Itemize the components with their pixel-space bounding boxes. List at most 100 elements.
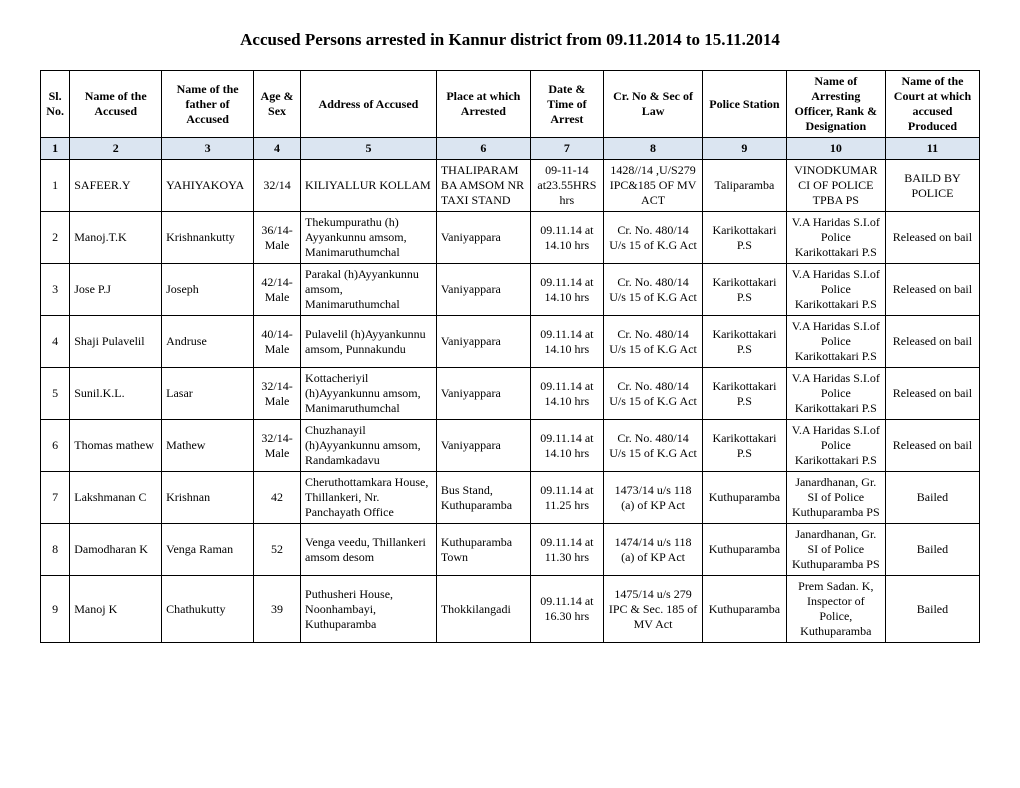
cell-date: 09.11.14 at 14.10 hrs: [530, 420, 603, 472]
cell-date: 09.11.14 at 16.30 hrs: [530, 576, 603, 643]
cell-place: Vaniyappara: [436, 420, 530, 472]
numcell: 2: [70, 138, 162, 160]
numcell: 5: [301, 138, 437, 160]
cell-accused: SAFEER.Y: [70, 160, 162, 212]
cell-crno: Cr. No. 480/14 U/s 15 of K.G Act: [603, 420, 702, 472]
cell-officer: Janardhanan, Gr. SI of Police Kuthuparam…: [786, 524, 885, 576]
cell-father: Chathukutty: [162, 576, 254, 643]
cell-slno: 3: [41, 264, 70, 316]
cell-father: Krishnan: [162, 472, 254, 524]
table-row: 7Lakshmanan CKrishnan42Cheruthottamkara …: [41, 472, 980, 524]
header-row: Sl. No. Name of the Accused Name of the …: [41, 71, 980, 138]
cell-court: Bailed: [885, 524, 979, 576]
cell-father: Lasar: [162, 368, 254, 420]
cell-date: 09.11.14 at 14.10 hrs: [530, 316, 603, 368]
cell-slno: 1: [41, 160, 70, 212]
cell-officer: VINODKUMAR CI OF POLICE TPBA PS: [786, 160, 885, 212]
cell-date: 09.11.14 at 14.10 hrs: [530, 264, 603, 316]
cell-station: Karikottakari P.S: [703, 420, 787, 472]
cell-date: 09.11.14 at 14.10 hrs: [530, 212, 603, 264]
table-row: 4Shaji PulavelilAndruse40/14-MalePulavel…: [41, 316, 980, 368]
cell-accused: Thomas mathew: [70, 420, 162, 472]
cell-place: Vaniyappara: [436, 316, 530, 368]
cell-slno: 4: [41, 316, 70, 368]
cell-officer: V.A Haridas S.I.of Police Karikottakari …: [786, 212, 885, 264]
cell-age: 40/14-Male: [254, 316, 301, 368]
cell-age: 52: [254, 524, 301, 576]
cell-accused: Damodharan K: [70, 524, 162, 576]
cell-age: 42/14-Male: [254, 264, 301, 316]
number-row: 1 2 3 4 5 6 7 8 9 10 11: [41, 138, 980, 160]
cell-age: 32/14-Male: [254, 368, 301, 420]
cell-slno: 9: [41, 576, 70, 643]
table-row: 8Damodharan KVenga Raman52Venga veedu, T…: [41, 524, 980, 576]
cell-age: 36/14-Male: [254, 212, 301, 264]
numcell: 1: [41, 138, 70, 160]
col-age: Age & Sex: [254, 71, 301, 138]
cell-station: Taliparamba: [703, 160, 787, 212]
cell-station: Karikottakari P.S: [703, 368, 787, 420]
cell-address: KILIYALLUR KOLLAM: [301, 160, 437, 212]
cell-father: Krishnankutty: [162, 212, 254, 264]
cell-court: Bailed: [885, 576, 979, 643]
table-row: 5Sunil.K.L.Lasar32/14-MaleKottacheriyil …: [41, 368, 980, 420]
cell-father: Joseph: [162, 264, 254, 316]
cell-age: 32/14: [254, 160, 301, 212]
col-court: Name of the Court at which accused Produ…: [885, 71, 979, 138]
cell-place: Vaniyappara: [436, 368, 530, 420]
cell-place: THALIPARAMBA AMSOM NR TAXI STAND: [436, 160, 530, 212]
numcell: 7: [530, 138, 603, 160]
cell-station: Karikottakari P.S: [703, 264, 787, 316]
page-title: Accused Persons arrested in Kannur distr…: [40, 30, 980, 50]
cell-crno: 1474/14 u/s 118 (a) of KP Act: [603, 524, 702, 576]
numcell: 10: [786, 138, 885, 160]
col-father: Name of the father of Accused: [162, 71, 254, 138]
cell-court: Bailed: [885, 472, 979, 524]
table-row: 2Manoj.T.KKrishnankutty36/14-MaleThekump…: [41, 212, 980, 264]
cell-court: BAILD BY POLICE: [885, 160, 979, 212]
cell-crno: Cr. No. 480/14 U/s 15 of K.G Act: [603, 316, 702, 368]
cell-place: Bus Stand, Kuthuparamba: [436, 472, 530, 524]
cell-place: Thokkilangadi: [436, 576, 530, 643]
cell-accused: Lakshmanan C: [70, 472, 162, 524]
numcell: 6: [436, 138, 530, 160]
table-row: 9Manoj KChathukutty39Puthusheri House, N…: [41, 576, 980, 643]
cell-court: Released on bail: [885, 212, 979, 264]
col-place: Place at which Arrested: [436, 71, 530, 138]
cell-crno: Cr. No. 480/14 U/s 15 of K.G Act: [603, 264, 702, 316]
numcell: 4: [254, 138, 301, 160]
cell-slno: 6: [41, 420, 70, 472]
cell-officer: Prem Sadan. K, Inspector of Police, Kuth…: [786, 576, 885, 643]
cell-crno: 1473/14 u/s 118 (a) of KP Act: [603, 472, 702, 524]
cell-date: 09-11-14 at23.55HRS hrs: [530, 160, 603, 212]
cell-accused: Shaji Pulavelil: [70, 316, 162, 368]
cell-accused: Jose P.J: [70, 264, 162, 316]
cell-court: Released on bail: [885, 316, 979, 368]
cell-station: Kuthuparamba: [703, 524, 787, 576]
cell-accused: Manoj.T.K: [70, 212, 162, 264]
col-crno: Cr. No & Sec of Law: [603, 71, 702, 138]
cell-address: Thekumpurathu (h) Ayyankunnu amsom, Mani…: [301, 212, 437, 264]
cell-crno: Cr. No. 480/14 U/s 15 of K.G Act: [603, 212, 702, 264]
numcell: 11: [885, 138, 979, 160]
cell-station: Karikottakari P.S: [703, 212, 787, 264]
table-row: 6Thomas mathewMathew32/14-MaleChuzhanayi…: [41, 420, 980, 472]
numcell: 9: [703, 138, 787, 160]
col-accused: Name of the Accused: [70, 71, 162, 138]
cell-age: 42: [254, 472, 301, 524]
cell-slno: 7: [41, 472, 70, 524]
cell-accused: Manoj K: [70, 576, 162, 643]
cell-officer: Janardhanan, Gr. SI of Police Kuthuparam…: [786, 472, 885, 524]
cell-address: Chuzhanayil (h)Ayyankunnu amsom, Randamk…: [301, 420, 437, 472]
col-officer: Name of Arresting Officer, Rank & Design…: [786, 71, 885, 138]
col-station: Police Station: [703, 71, 787, 138]
cell-date: 09.11.14 at 11.25 hrs: [530, 472, 603, 524]
cell-station: Karikottakari P.S: [703, 316, 787, 368]
cell-address: Venga veedu, Thillankeri amsom desom: [301, 524, 437, 576]
cell-slno: 5: [41, 368, 70, 420]
cell-age: 32/14-Male: [254, 420, 301, 472]
cell-officer: V.A Haridas S.I.of Police Karikottakari …: [786, 264, 885, 316]
cell-officer: V.A Haridas S.I.of Police Karikottakari …: [786, 316, 885, 368]
cell-date: 09.11.14 at 14.10 hrs: [530, 368, 603, 420]
cell-station: Kuthuparamba: [703, 472, 787, 524]
